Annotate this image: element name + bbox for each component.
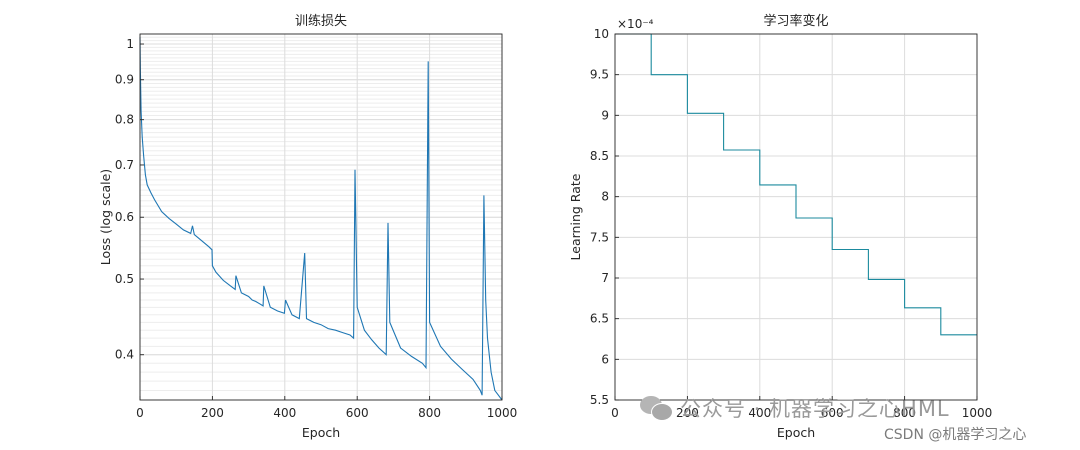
lr-title: 学习率变化 [763,13,828,29]
lr-x-ticks: 0 200 400 600 800 1000 [611,396,992,420]
watermark-text: 公众号 · 机器学习之心HML [680,397,950,421]
loss-y-tick-label: 1 [126,37,134,51]
lr-y-tick-label: 9 [601,108,609,122]
loss-x-ticks: 0 200 400 600 800 1000 [136,396,517,420]
lr-y-tick-label: 8.5 [590,149,609,163]
lr-x-tick-label: 0 [611,406,619,420]
lr-y-tick-label: 10 [594,27,609,41]
lr-panel: 0 200 400 600 800 1000 5.566.577.588.599.510 … [568,13,992,440]
lr-axes-frame [614,33,978,401]
loss-x-tick-label: 800 [418,406,441,420]
lr-y-tick-label: 7 [601,271,609,285]
wechat-icon [640,394,673,422]
credit-text: CSDN @机器学习之心 [884,427,1027,443]
loss-ylabel: Loss (log scale) [98,169,113,265]
lr-y-tick-label: 6.5 [590,312,609,326]
lr-y-tick-label: 5.5 [590,393,609,407]
loss-panel: 0 200 400 600 800 1000 0.4 0.5 0.6 0.7 0.8 0.9 1 训练… [98,14,517,440]
loss-y-tick-label: 0.4 [115,348,134,362]
loss-y-tick-label: 0.8 [115,113,134,127]
lr-x-tick-label: 1000 [962,406,993,420]
lr-y-ticks: 5.5 6 6.5 7 7.5 8 8.5 9 9.5 10 [590,27,619,407]
loss-title: 训练损失 [295,14,347,29]
loss-grid [139,34,503,401]
lr-y-tick-label: 9.5 [590,68,609,82]
lr-y-tick-label: 8 [601,190,609,204]
loss-x-tick-label: 600 [346,406,369,420]
lr-y-tick-label: 7.5 [590,230,609,244]
loss-x-tick-label: 1000 [487,406,518,420]
loss-xlabel: Epoch [302,425,340,440]
loss-x-tick-label: 0 [136,406,144,420]
lr-ylabel: Learning Rate [568,173,583,260]
loss-line [139,37,503,401]
lr-exponent-label: ×10⁻⁴ [617,17,654,31]
loss-y-tick-label: 0.5 [115,272,134,286]
loss-x-tick-label: 200 [201,406,224,420]
loss-x-tick-label: 400 [273,406,296,420]
watermark: 公众号 · 机器学习之心HML [640,388,950,428]
loss-y-tick-label: 0.6 [115,210,134,224]
lr-x-tick-label: 200 [676,406,699,420]
lr-x-tick-label: 600 [821,406,844,420]
lr-xlabel: Epoch [777,425,815,440]
loss-y-ticks: 0.4 0.5 0.6 0.7 0.8 0.9 1 [115,37,144,362]
lr-y-tick-label: 6 [601,352,609,366]
lr-x-tick-label: 800 [893,406,916,420]
lr-line [615,33,977,336]
lr-x-tick-label: 400 [748,406,771,420]
loss-y-tick-label: 0.9 [115,73,134,87]
loss-y-tick-label: 0.7 [115,158,134,172]
